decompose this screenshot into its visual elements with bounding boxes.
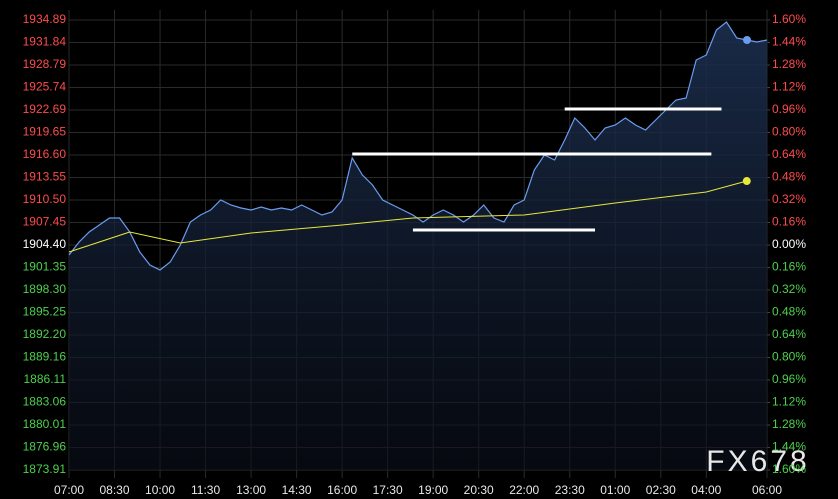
y-tick-label: 1876.96 [23,440,67,454]
y2-tick-label: 0.80% [772,125,806,139]
y-tick-label: 1898.30 [23,282,67,296]
y2-tick-label: 1.28% [772,417,806,431]
y2-tick-label: 1.60% [772,12,806,26]
x-tick-label: 19:00 [418,483,448,497]
line [68,180,747,253]
y-tick-label: 1925.74 [23,80,67,94]
x-tick-label: 04:00 [691,483,721,497]
y-tick-label: 1904.40 [23,237,67,251]
y-tick-label: 1919.65 [23,125,67,139]
x-tick-label: 08:30 [100,483,130,497]
line [68,21,768,271]
y2-tick-label: 1.60% [772,462,806,476]
y-tick-label: 1922.69 [23,102,67,116]
y2-tick-label: 0.32% [772,192,806,206]
y-tick-label: 1910.50 [23,192,67,206]
y2-tick-label: 1.44% [772,35,806,49]
y2-tick-label: 0.80% [772,350,806,364]
x-tick-label: 02:30 [646,483,676,497]
y-tick-label: 1889.16 [23,350,67,364]
y-tick-label: 1892.20 [23,327,67,341]
end-dot [742,177,751,186]
end-dot [743,35,751,44]
y2-tick-label: 0.16% [772,215,806,229]
x-tick-label: 13:00 [236,483,266,497]
x-tick-label: 16:00 [327,483,357,497]
x-tick-label: 23:30 [555,483,585,497]
y2-tick-label: 0.16% [772,260,806,274]
x-tick-label: 01:00 [600,483,630,497]
x-tick-label: 20:30 [464,483,494,497]
x-tick-label: 10:00 [145,483,175,497]
x-tick-label: 06:00 [752,483,782,497]
y-tick-label: 1901.35 [23,260,67,274]
y-tick-label: 1873.91 [23,462,67,476]
y-tick-label: 1880.01 [23,417,67,431]
y2-tick-label: 1.44% [772,440,806,454]
y-tick-label: 1931.84 [23,35,67,49]
y2-tick-label: 0.64% [772,327,806,341]
y2-tick-label: 1.12% [772,395,806,409]
y2-tick-label: 0.00% [772,237,806,251]
x-tick-label: 22:00 [509,483,539,497]
plot [68,21,768,470]
y-tick-label: 1916.60 [23,147,67,161]
y2-tick-label: 0.32% [772,282,806,296]
y-tick-label: 1895.25 [23,305,67,319]
y-tick-label: 1907.45 [23,215,67,229]
area [69,22,767,470]
y-tick-label: 1883.06 [23,395,67,409]
y-tick-label: 1928.79 [23,57,67,71]
y2-tick-label: 0.64% [772,147,806,161]
y2-tick-label: 0.48% [772,170,806,184]
y-tick-label: 1913.55 [23,170,67,184]
y2-tick-label: 0.48% [772,305,806,319]
x-tick-label: 14:30 [282,483,312,497]
watermark: FX678 [706,445,809,478]
y2-tick-label: 0.96% [772,102,806,116]
y2-tick-label: 0.96% [772,372,806,386]
x-tick-label: 07:00 [54,483,84,497]
y-tick-label: 1886.11 [24,372,67,386]
y2-tick-label: 1.28% [772,57,806,71]
x-tick-label: 11:30 [191,483,220,497]
y2-tick-label: 1.12% [772,80,806,94]
y-tick-label: 1934.89 [23,12,67,26]
x-tick-label: 17:30 [373,483,403,497]
